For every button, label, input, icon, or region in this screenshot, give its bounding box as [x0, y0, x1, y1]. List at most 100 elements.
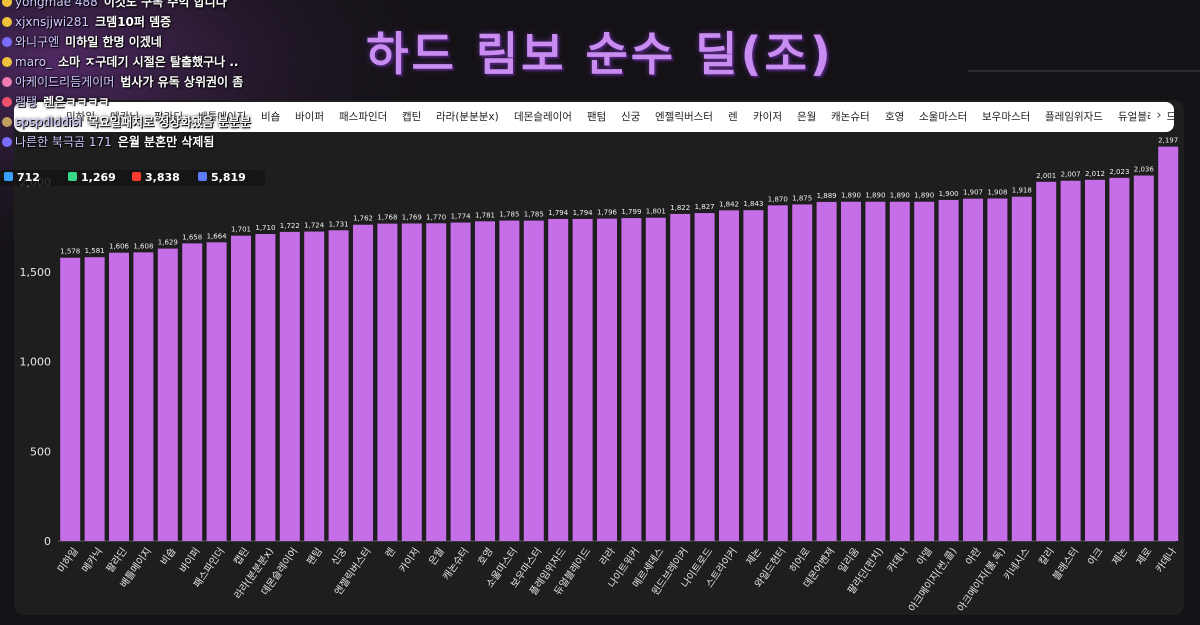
chat-text: 소마 ㅈ구데기 시절은 탈출했구나 .. — [58, 55, 239, 69]
bar[interactable] — [572, 218, 593, 542]
bar[interactable] — [816, 201, 837, 541]
tab-item[interactable]: 팬텀 — [587, 111, 607, 123]
bar[interactable] — [426, 223, 447, 541]
bar[interactable] — [84, 257, 105, 541]
bar[interactable] — [157, 248, 178, 542]
chat-username: maro_ — [15, 55, 53, 69]
tab-item[interactable]: 플레임위자드 — [1045, 111, 1103, 123]
tab-item[interactable]: 배틀메이지 — [198, 111, 247, 123]
bar[interactable] — [1133, 175, 1154, 541]
chat-text: 렌은ㅋㅋㅋㅋ — [43, 95, 110, 109]
bar[interactable] — [597, 218, 617, 542]
bar-value-label: 2,012 — [1085, 170, 1105, 178]
badge-icon — [2, 0, 12, 7]
tab-item[interactable]: 신궁 — [621, 111, 641, 123]
bar-value-label: 1,796 — [597, 209, 618, 217]
bar[interactable] — [1011, 196, 1032, 541]
tab-item[interactable]: 미하일 — [66, 111, 95, 123]
bar[interactable] — [694, 213, 715, 541]
bar-value-label: 1,769 — [402, 213, 422, 221]
badge-icon — [2, 77, 12, 87]
tab-item[interactable]: 팔라딘 — [154, 111, 183, 123]
tab-item[interactable]: 메카닉 — [110, 111, 139, 123]
bar-value-label: 1,781 — [475, 211, 495, 219]
bar[interactable] — [499, 220, 520, 541]
bar[interactable] — [719, 210, 739, 541]
tab-item[interactable]: 캐논슈터 — [831, 111, 870, 123]
bar[interactable] — [767, 205, 788, 541]
page-title: 하드 림보 순수 딜(조) — [366, 27, 834, 81]
bar[interactable] — [1085, 179, 1105, 541]
bar-value-label: 1,785 — [499, 211, 519, 219]
bar[interactable] — [963, 198, 983, 542]
bar[interactable] — [328, 230, 349, 541]
tab-item[interactable]: 라라(분분분x) — [436, 111, 499, 123]
x-tick-label: 아크메이지(불,독) — [955, 545, 1008, 614]
tab-item[interactable]: 캡틴 — [402, 111, 422, 123]
tab-item[interactable]: 비숍 — [261, 111, 281, 123]
bar[interactable] — [182, 243, 203, 541]
bar[interactable] — [304, 231, 325, 542]
bar[interactable] — [621, 218, 642, 541]
bar-value-label: 1,794 — [573, 209, 594, 217]
bar[interactable] — [353, 224, 373, 541]
chevron-right-icon[interactable]: › — [1150, 107, 1168, 125]
bar[interactable] — [377, 223, 398, 542]
bar[interactable] — [450, 222, 471, 541]
x-tick-label: 캡틴 — [231, 546, 251, 568]
bar[interactable] — [938, 199, 959, 541]
tab-item[interactable]: 렌 — [728, 111, 738, 123]
tab-item[interactable]: 은월 — [797, 111, 817, 123]
bar-value-label: 1,801 — [646, 208, 666, 216]
x-tick-label: 신궁 — [329, 546, 349, 568]
bar-value-label: 1,889 — [817, 192, 837, 200]
stat-value: 3,838 — [145, 171, 180, 184]
bar[interactable] — [1036, 181, 1057, 541]
bar[interactable] — [1109, 177, 1130, 541]
bar-value-label: 1,875 — [792, 194, 812, 202]
tab-item[interactable]: 엔젤릭버스터 — [655, 111, 713, 123]
bar[interactable] — [889, 201, 910, 541]
bar[interactable] — [231, 235, 251, 541]
tab-item[interactable]: 카이저 — [753, 111, 782, 123]
viewer-stat: 5,819 — [198, 171, 246, 184]
bar[interactable] — [60, 257, 81, 541]
bar[interactable] — [401, 223, 422, 542]
x-tick-label: 은월 — [427, 546, 447, 568]
bar[interactable] — [841, 201, 861, 541]
bar[interactable] — [1060, 180, 1081, 541]
bar[interactable] — [255, 234, 276, 541]
tab-item[interactable]: 바이퍼 — [295, 111, 324, 123]
bar[interactable] — [548, 218, 569, 542]
bar[interactable] — [645, 217, 666, 541]
tab-item[interactable]: 호영 — [885, 111, 905, 123]
bar-value-label: 2,007 — [1061, 171, 1081, 179]
bar[interactable] — [670, 213, 691, 542]
y-tick-label: 1,500 — [20, 266, 52, 279]
bar[interactable] — [523, 220, 544, 541]
bar[interactable] — [279, 231, 300, 541]
bar[interactable] — [133, 252, 154, 541]
tab-item[interactable]: 소울마스터 — [919, 111, 968, 123]
bar[interactable] — [109, 252, 129, 541]
x-tick-label: 일리움 — [836, 546, 862, 575]
bar[interactable] — [475, 221, 495, 542]
tab-item[interactable]: 패스파인더 — [339, 111, 388, 123]
bar-value-label: 1,606 — [109, 243, 130, 251]
bar[interactable] — [914, 201, 935, 541]
chat-username: 램탱 — [15, 95, 38, 109]
job-tab-bar[interactable]: 미하일 메카닉 팔라딘 배틀메이지 비숍 바이퍼 패스파인더 캡틴 라라(분분분x) 데몬슬레이어… — [14, 102, 1174, 132]
bar[interactable] — [1158, 146, 1179, 542]
tab-item[interactable]: 데몬슬레이어 — [514, 111, 572, 123]
bar[interactable] — [792, 204, 813, 541]
x-tick-label: 제논 — [744, 546, 764, 568]
bar[interactable] — [865, 201, 886, 541]
bar[interactable] — [206, 242, 227, 541]
bar[interactable] — [743, 210, 764, 541]
tab-item[interactable]: 보우마스터 — [982, 111, 1031, 123]
x-tick-label: 제논 — [1110, 546, 1130, 568]
bar-value-label: 1,890 — [914, 192, 934, 200]
x-tick-label: 아란 — [963, 546, 983, 568]
bar-value-label: 1,578 — [60, 248, 80, 256]
bar[interactable] — [987, 198, 1008, 541]
